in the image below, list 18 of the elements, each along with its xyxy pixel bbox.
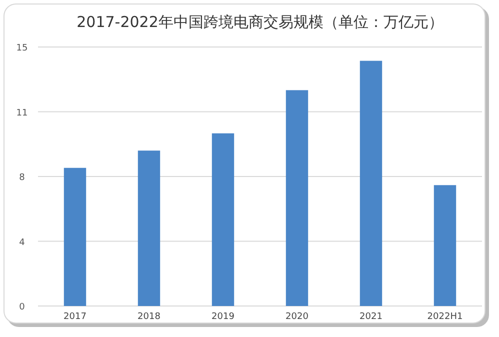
- x-tick-label: 2020: [286, 312, 309, 322]
- bar: [212, 133, 234, 306]
- y-tick-label: 11: [16, 108, 28, 118]
- chart-title: 2017-2022年中国跨境电商交易规模（单位：万亿元）: [76, 13, 444, 31]
- bar: [138, 150, 160, 306]
- y-tick-label: 0: [19, 302, 26, 312]
- bar: [286, 90, 308, 306]
- y-tick-label: 15: [16, 44, 28, 54]
- bar: [434, 185, 456, 306]
- x-tick-label: 2019: [212, 312, 235, 322]
- y-tick-label: 4: [19, 238, 26, 248]
- x-tick-label: 2021: [360, 312, 382, 322]
- y-tick-label: 8: [19, 173, 26, 183]
- x-tick-label: 2018: [138, 312, 161, 322]
- bar: [64, 168, 86, 306]
- x-tick-label: 2022H1: [427, 312, 463, 322]
- bar: [360, 60, 382, 306]
- x-tick-label: 2017: [64, 312, 86, 322]
